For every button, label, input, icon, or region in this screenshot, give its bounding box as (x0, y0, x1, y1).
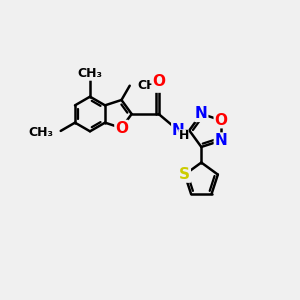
Text: O: O (214, 113, 227, 128)
Text: S: S (179, 167, 190, 182)
Text: O: O (152, 74, 165, 89)
Text: CH₃: CH₃ (137, 79, 162, 92)
Text: N: N (172, 123, 184, 138)
Text: N: N (214, 133, 227, 148)
Text: O: O (115, 121, 128, 136)
Text: CH₃: CH₃ (28, 126, 53, 139)
Text: CH₃: CH₃ (77, 67, 103, 80)
Text: H: H (178, 129, 189, 142)
Text: N: N (195, 106, 208, 121)
